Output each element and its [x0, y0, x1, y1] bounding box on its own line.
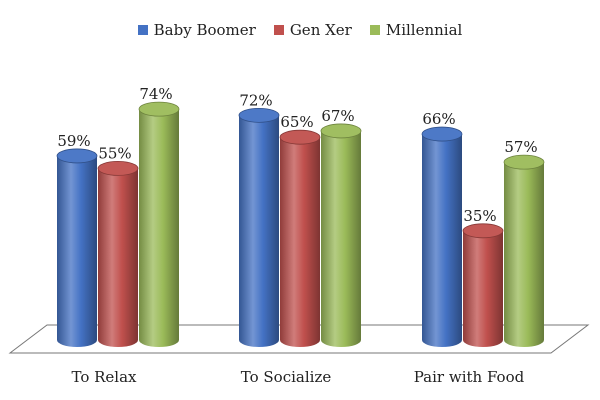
bar-to-relax-gen-xer	[97, 160, 139, 347]
bar-pair-with-food-millennial-body	[504, 162, 544, 347]
bar-pair-with-food-baby-boomer-body	[422, 134, 462, 347]
bars-group	[56, 101, 545, 347]
legend-swatch-gen-xer	[273, 25, 284, 35]
bar-pair-with-food-baby-boomer-top	[421, 126, 463, 142]
category-label-to-socialize: To Socialize	[241, 368, 332, 386]
value-label-pair-with-food-millennial: 57%	[504, 138, 537, 156]
value-label-to-socialize-gen-xer: 65%	[280, 113, 313, 131]
bar-to-socialize-gen-xer-body	[280, 137, 320, 347]
bar-pair-with-food-gen-xer-body	[463, 230, 503, 347]
legend-item-baby-boomer: Baby Boomer	[137, 21, 256, 39]
bar-to-relax-millennial-body	[139, 109, 179, 347]
bar-to-socialize-gen-xer-top	[279, 129, 321, 145]
legend-label-baby-boomer: Baby Boomer	[153, 21, 256, 39]
value-label-to-relax-gen-xer: 55%	[98, 144, 131, 162]
value-label-to-relax-baby-boomer: 59%	[57, 132, 90, 150]
category-label-to-relax: To Relax	[71, 368, 137, 386]
bar-to-socialize-baby-boomer-top	[238, 107, 280, 123]
value-label-to-relax-millennial: 74%	[139, 85, 172, 103]
legend-item-gen-xer: Gen Xer	[273, 21, 352, 39]
bar-pair-with-food-gen-xer	[462, 223, 504, 347]
bar-pair-with-food-gen-xer-top	[462, 223, 504, 239]
value-label-to-socialize-millennial: 67%	[321, 107, 354, 125]
value-label-pair-with-food-baby-boomer: 66%	[422, 110, 455, 128]
bar-pair-with-food-baby-boomer	[421, 126, 463, 347]
legend-label-gen-xer: Gen Xer	[289, 21, 352, 39]
legend-swatch-baby-boomer	[137, 25, 148, 35]
bar-to-socialize-millennial	[320, 123, 362, 347]
legend: Baby Boomer Gen Xer Millennial	[0, 18, 600, 42]
bar-to-relax-baby-boomer-top	[56, 148, 98, 164]
bar-to-relax-baby-boomer-body	[57, 155, 97, 347]
bar-pair-with-food-millennial-top	[503, 154, 545, 170]
bar-to-socialize-baby-boomer-body	[239, 115, 279, 347]
bar-to-socialize-gen-xer	[279, 129, 321, 347]
bar-to-socialize-millennial-top	[320, 123, 362, 139]
labels-group: 59% 55% 74% To Relax 72% 65% 67% To Socialize 66…	[57, 85, 537, 386]
bar-to-relax-millennial-top	[138, 101, 180, 117]
bar-to-socialize-millennial-body	[321, 130, 361, 347]
bar-to-socialize-baby-boomer	[238, 107, 280, 347]
value-label-pair-with-food-gen-xer: 35%	[463, 207, 496, 225]
bar-to-relax-baby-boomer	[56, 148, 98, 347]
bar-to-relax-gen-xer-top	[97, 160, 139, 176]
category-label-pair-with-food: Pair with Food	[414, 368, 525, 386]
legend-label-millennial: Millennial	[385, 21, 463, 39]
value-label-to-socialize-baby-boomer: 72%	[239, 91, 272, 109]
legend-item-millennial: Millennial	[369, 21, 463, 39]
bar-pair-with-food-millennial	[503, 154, 545, 347]
bar-to-relax-gen-xer-body	[98, 168, 138, 347]
legend-swatch-millennial	[369, 25, 380, 35]
bar-to-relax-millennial	[138, 101, 180, 347]
